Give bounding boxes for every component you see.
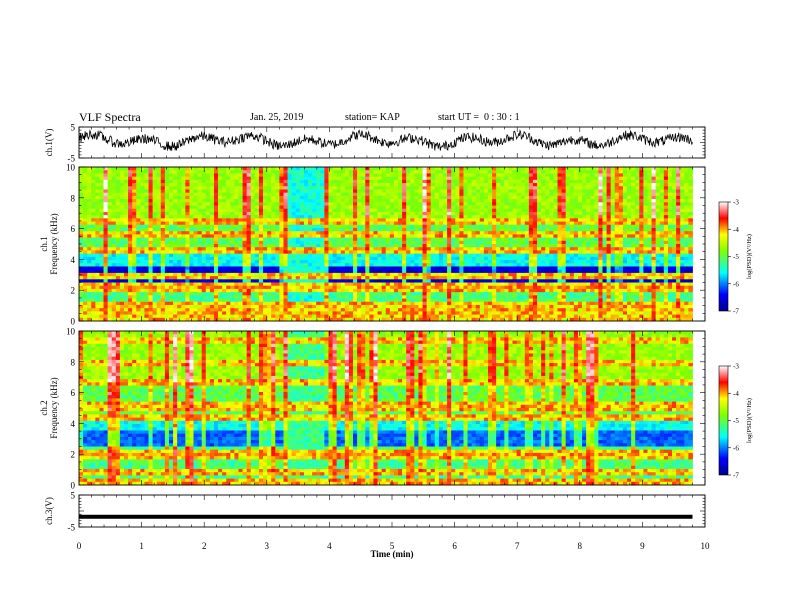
y-tick-label: 0 <box>71 481 76 491</box>
y-tick-label: 5 <box>71 491 76 501</box>
colorbar-label: log(PSD)(V²/Hz) <box>746 234 753 279</box>
y-tick-label: 8 <box>71 193 76 203</box>
x-tick-label: 2 <box>202 541 207 551</box>
y-tick-label: 8 <box>71 357 76 367</box>
x-tick-label: 5 <box>390 541 395 551</box>
y-axis-label: Frequency (kHz) <box>49 377 59 438</box>
colorbar-tick-label: -7 <box>733 472 739 480</box>
colorbar-label: log(PSD)(V²/Hz) <box>746 398 753 443</box>
ch1-waveform-trace <box>78 129 693 151</box>
plot-title: VLF Spectra <box>79 110 141 124</box>
y-tick-label: 10 <box>66 327 76 337</box>
y-tick-label: 4 <box>71 419 76 429</box>
colorbar-tick-label: -5 <box>733 417 739 425</box>
y-tick-label: 4 <box>71 255 76 265</box>
x-tick-label: 1 <box>139 541 144 551</box>
y-axis-label: Frequency (kHz) <box>49 213 59 274</box>
y-axis-label: ch.2 <box>39 400 49 415</box>
y-axis-label: ch.1 <box>39 236 49 251</box>
colorbar-2 <box>718 365 729 476</box>
x-tick-label: 0 <box>77 541 82 551</box>
colorbar-tick-label: -4 <box>733 226 739 234</box>
start-time-label: start UT = 0 : 30 : 1 <box>438 112 520 123</box>
x-tick-label: 10 <box>701 541 711 551</box>
x-tick-label: 6 <box>452 541 457 551</box>
spectrogram-2-cells <box>79 331 693 486</box>
ch3-waveform-trace <box>79 514 693 519</box>
y-tick-label: 2 <box>71 286 76 296</box>
y-tick-label: 6 <box>71 224 76 234</box>
colorbar-tick-label: -7 <box>733 308 739 316</box>
spectrogram-1-cells <box>79 167 693 322</box>
x-tick-label: 9 <box>640 541 645 551</box>
colorbar-tick-label: -3 <box>733 363 739 371</box>
station-label: station= KAP <box>345 112 400 123</box>
colorbar-tick-label: -4 <box>733 390 739 398</box>
y-tick-label: 6 <box>71 388 76 398</box>
colorbar-tick-label: -5 <box>733 253 739 261</box>
y-tick-label: 10 <box>66 163 76 173</box>
y-tick-label: 5 <box>71 123 76 133</box>
x-tick-label: 4 <box>327 541 332 551</box>
x-axis-label: Time (min) <box>370 549 413 559</box>
y-tick-label: -5 <box>68 523 76 533</box>
colorbar-1 <box>718 201 729 312</box>
colorbar-tick-label: -6 <box>733 280 739 288</box>
colorbar-tick-label: -3 <box>733 199 739 207</box>
y-tick-label: -5 <box>68 154 76 164</box>
colorbar-tick-label: -6 <box>733 444 739 452</box>
x-tick-label: 7 <box>515 541 520 551</box>
y-tick-label: 2 <box>71 450 76 460</box>
y-axis-label: ch.1(V) <box>44 129 54 157</box>
y-axis-label: ch.3(V) <box>44 497 54 525</box>
x-tick-label: 3 <box>265 541 270 551</box>
date-label: Jan. 25, 2019 <box>250 112 304 123</box>
y-tick-label: 0 <box>71 317 76 327</box>
x-tick-label: 8 <box>578 541 583 551</box>
